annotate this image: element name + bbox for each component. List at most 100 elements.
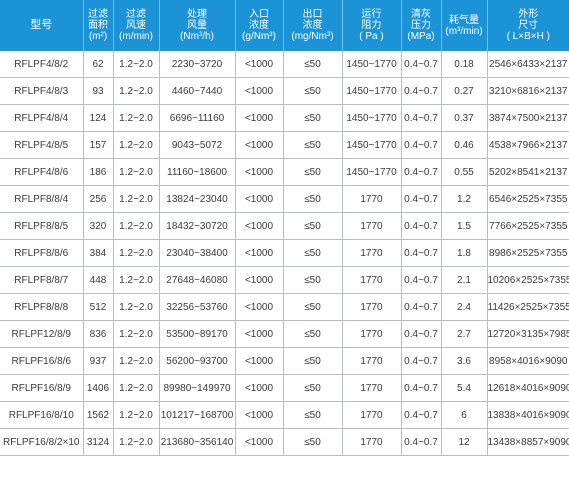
table-row: RFLPF16/8/6 937 1.2~2.0 56200~93700 <1000 ≤50… [0, 347, 569, 375]
table-row: RFLPF4/8/4 124 1.2~2.0 6696~11160 <1000 ≤50 14… [0, 104, 569, 132]
cell-model: RFLPF16/8/6 [0, 347, 84, 375]
cell-air-consumption: 12 [441, 428, 488, 456]
table-row: RFLPF8/8/8 512 1.2~2.0 32256~53760 <1000 ≤50 1… [0, 293, 569, 321]
cell-outlet-concentration: ≤50 [283, 158, 343, 186]
cell-outlet-concentration: ≤50 [283, 51, 343, 78]
cell-outlet-concentration: ≤50 [283, 266, 343, 294]
cell-dimensions: 11426×2525×7355 [487, 293, 569, 321]
header-label-line: 面积 [88, 20, 108, 31]
cell-air-consumption: 2.4 [441, 293, 488, 321]
spec-table: 型号 过滤 面积 (m²) 过滤 风速 (m/min) 处理 风量 (Nm³/h) 入口 浓度 (g/N… [0, 0, 569, 456]
cell-airflow: 101217~168700 [159, 401, 236, 429]
cell-filter-velocity: 1.2~2.0 [113, 347, 160, 375]
cell-outlet-concentration: ≤50 [283, 104, 343, 132]
header-label-line: 外形 [518, 9, 539, 20]
cell-model: RFLPF8/8/4 [0, 185, 84, 213]
table-row: RFLPF4/8/5 157 1.2~2.0 9043~5072 <1000 ≤50 145… [0, 131, 569, 159]
table-row: RFLPF4/8/6 186 1.2~2.0 11160~18600 <1000 ≤50 1… [0, 158, 569, 186]
cell-dimensions: 8986×2525×7355 [487, 239, 569, 267]
cell-filter-area: 512 [83, 293, 114, 321]
header-label-line: (m²) [88, 31, 108, 42]
cell-airflow: 18432~30720 [159, 212, 236, 240]
table-row: RFLPF8/8/6 384 1.2~2.0 23040~38400 <1000 ≤50 1… [0, 239, 569, 267]
table-row: RFLPF4/8/2 62 1.2~2.0 2230~3720 <1000 ≤50 1450… [0, 51, 569, 78]
cell-running-resistance: 1450~1770 [342, 158, 402, 186]
cell-cleaning-pressure: 0.4~0.7 [401, 185, 442, 213]
cell-inlet-concentration: <1000 [235, 428, 284, 456]
table-row: RFLPF8/8/4 256 1.2~2.0 13824~23040 <1000 ≤50 1… [0, 185, 569, 213]
cell-cleaning-pressure: 0.4~0.7 [401, 239, 442, 267]
cell-inlet-concentration: <1000 [235, 401, 284, 429]
header-label-line: (MPa) [407, 31, 435, 42]
cell-air-consumption: 2.1 [441, 266, 488, 294]
cell-air-consumption: 1.2 [441, 185, 488, 213]
cell-outlet-concentration: ≤50 [283, 347, 343, 375]
header-row: 型号 过滤 面积 (m²) 过滤 风速 (m/min) 处理 风量 (Nm³/h) 入口 浓度 (g/N… [0, 0, 569, 51]
cell-dimensions: 12618×4016×9090 [487, 374, 569, 402]
header-label-line: 风速 [126, 20, 146, 31]
cell-filter-area: 186 [83, 158, 114, 186]
cell-filter-velocity: 1.2~2.0 [113, 320, 160, 348]
cell-model: RFLPF4/8/6 [0, 158, 84, 186]
header-outlet-concentration: 出口 浓度 (mg/Nm³) [283, 0, 343, 51]
cell-outlet-concentration: ≤50 [283, 185, 343, 213]
header-label-line: (m/min) [119, 31, 153, 42]
cell-inlet-concentration: <1000 [235, 51, 284, 78]
cell-running-resistance: 1770 [342, 374, 402, 402]
cell-airflow: 32256~53760 [159, 293, 236, 321]
table-row: RFLPF16/8/2×10 3124 1.2~2.0 213680~356140 <1… [0, 428, 569, 456]
cell-inlet-concentration: <1000 [235, 374, 284, 402]
cell-running-resistance: 1770 [342, 293, 402, 321]
cell-inlet-concentration: <1000 [235, 320, 284, 348]
header-label-line: ( L×B×H ) [506, 31, 550, 42]
cell-running-resistance: 1770 [342, 320, 402, 348]
cell-airflow: 11160~18600 [159, 158, 236, 186]
cell-filter-area: 124 [83, 104, 114, 132]
cell-outlet-concentration: ≤50 [283, 401, 343, 429]
cell-airflow: 2230~3720 [159, 51, 236, 78]
cell-inlet-concentration: <1000 [235, 293, 284, 321]
cell-inlet-concentration: <1000 [235, 266, 284, 294]
cell-model: RFLPF8/8/6 [0, 239, 84, 267]
header-label-line: 清灰 [411, 9, 431, 20]
cell-filter-area: 384 [83, 239, 114, 267]
header-label-line: 阻力 [361, 20, 382, 31]
cell-filter-area: 3124 [83, 428, 114, 456]
cell-airflow: 213680~356140 [159, 428, 236, 456]
cell-model: RFLPF4/8/2 [0, 51, 84, 78]
cell-outlet-concentration: ≤50 [283, 77, 343, 105]
cell-outlet-concentration: ≤50 [283, 212, 343, 240]
cell-filter-area: 62 [83, 51, 114, 78]
cell-running-resistance: 1450~1770 [342, 77, 402, 105]
cell-outlet-concentration: ≤50 [283, 374, 343, 402]
header-filter-velocity: 过滤 风速 (m/min) [113, 0, 160, 51]
cell-model: RFLPF12/8/9 [0, 320, 84, 348]
table-row: RFLPF8/8/5 320 1.2~2.0 18432~30720 <1000 ≤50 1… [0, 212, 569, 240]
cell-filter-velocity: 1.2~2.0 [113, 401, 160, 429]
cell-cleaning-pressure: 0.4~0.7 [401, 77, 442, 105]
cell-filter-area: 1406 [83, 374, 114, 402]
header-label-line: 过滤 [88, 9, 108, 20]
cell-air-consumption: 0.27 [441, 77, 488, 105]
cell-model: RFLPF8/8/8 [0, 293, 84, 321]
header-running-resistance: 运行 阻力( Pa ) [342, 0, 402, 51]
header-model: 型号 [0, 0, 84, 51]
cell-air-consumption: 5.4 [441, 374, 488, 402]
cell-air-consumption: 0.46 [441, 131, 488, 159]
cell-model: RFLPF4/8/3 [0, 77, 84, 105]
header-label-line: (Nm³/h) [180, 31, 214, 42]
cell-filter-velocity: 1.2~2.0 [113, 212, 160, 240]
header-air-consumption: 耗气量 (m³/min) [441, 0, 488, 51]
cell-filter-area: 157 [83, 131, 114, 159]
table-row: RFLPF8/8/7 448 1.2~2.0 27648~46080 <1000 ≤50 1… [0, 266, 569, 294]
table-row: RFLPF12/8/9 836 1.2~2.0 53500~89170 <1000 ≤50… [0, 320, 569, 348]
cell-inlet-concentration: <1000 [235, 104, 284, 132]
cell-model: RFLPF16/8/2×10 [0, 428, 84, 456]
cell-running-resistance: 1770 [342, 185, 402, 213]
cell-airflow: 13824~23040 [159, 185, 236, 213]
cell-cleaning-pressure: 0.4~0.7 [401, 104, 442, 132]
cell-cleaning-pressure: 0.4~0.7 [401, 131, 442, 159]
cell-running-resistance: 1770 [342, 347, 402, 375]
cell-running-resistance: 1770 [342, 428, 402, 456]
header-label-line: 型号 [30, 19, 53, 31]
